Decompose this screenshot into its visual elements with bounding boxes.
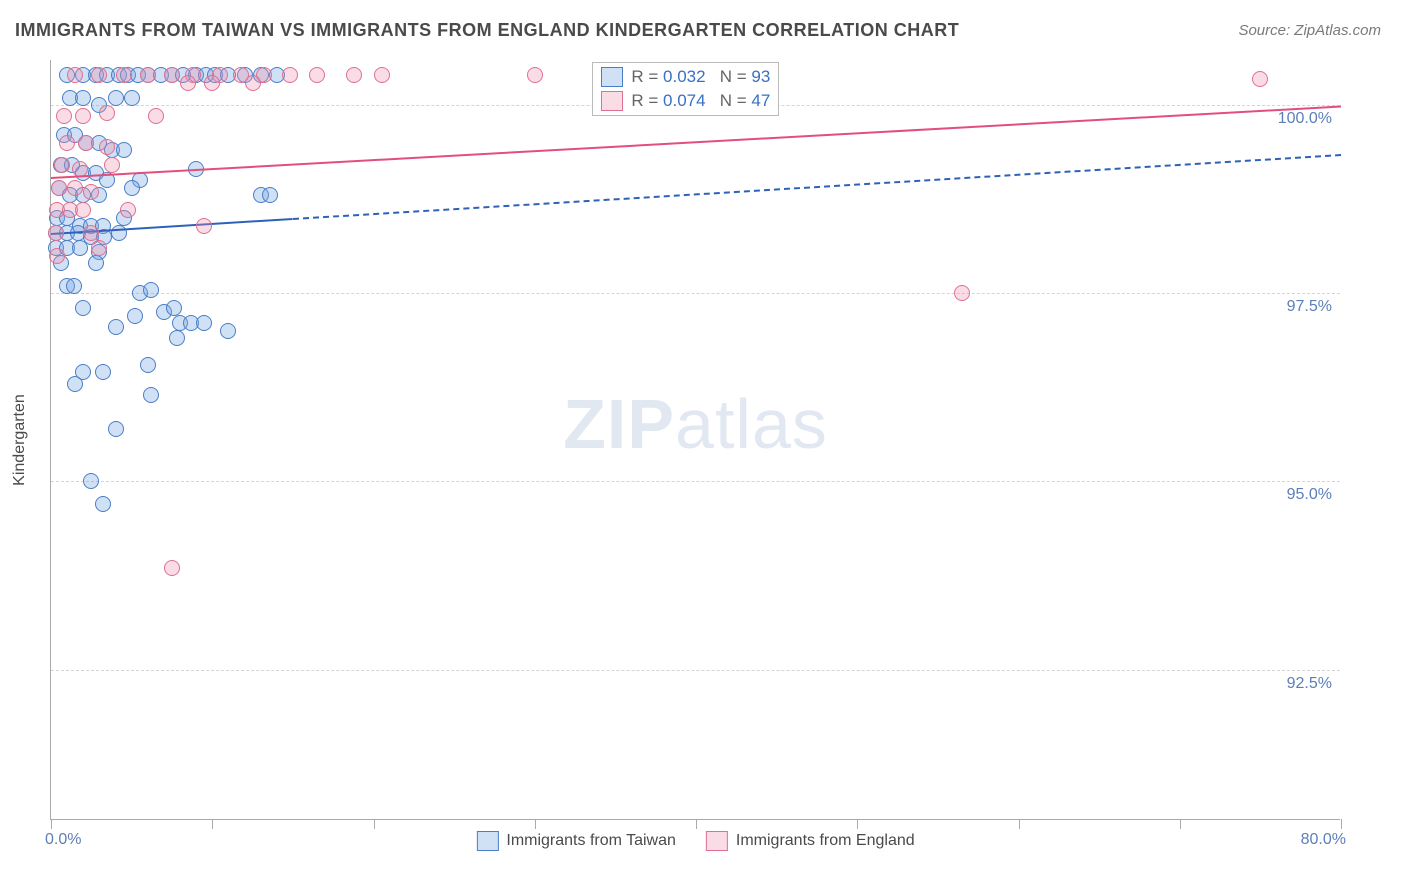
plot-inner: ZIPatlas 100.0%97.5%95.0%92.5%0.0%80.0%R… [50, 60, 1340, 820]
data-point [262, 187, 278, 203]
data-point [72, 240, 88, 256]
data-point [282, 67, 298, 83]
legend-row: R = 0.074 N = 47 [599, 89, 772, 113]
data-point [143, 282, 159, 298]
data-point [75, 108, 91, 124]
data-point [99, 139, 115, 155]
data-point [140, 357, 156, 373]
data-point [51, 180, 67, 196]
x-tick [1180, 819, 1181, 829]
legend-swatch [476, 831, 498, 851]
data-point [108, 421, 124, 437]
data-point [527, 67, 543, 83]
data-point [204, 75, 220, 91]
data-point [49, 248, 65, 264]
x-min-label: 0.0% [45, 831, 81, 849]
data-point [196, 315, 212, 331]
legend-label: Immigrants from England [736, 832, 915, 850]
data-point [346, 67, 362, 83]
legend-item: Immigrants from Taiwan [476, 831, 676, 851]
data-point [83, 473, 99, 489]
data-point [245, 75, 261, 91]
data-point [220, 323, 236, 339]
data-point [164, 67, 180, 83]
data-point [95, 496, 111, 512]
data-point [91, 67, 107, 83]
data-point [374, 67, 390, 83]
data-point [54, 157, 70, 173]
data-point [83, 184, 99, 200]
legend-stats: R = 0.074 N = 47 [631, 91, 770, 111]
chart-title: IMMIGRANTS FROM TAIWAN VS IMMIGRANTS FRO… [15, 20, 959, 41]
data-point [67, 376, 83, 392]
data-point [108, 90, 124, 106]
gridline [51, 293, 1340, 294]
data-point [124, 180, 140, 196]
data-point [108, 319, 124, 335]
x-tick [1019, 819, 1020, 829]
x-tick [51, 819, 52, 829]
data-point [124, 90, 140, 106]
x-tick [374, 819, 375, 829]
series-legend: Immigrants from Taiwan Immigrants from En… [476, 831, 914, 851]
data-point [164, 560, 180, 576]
data-point [75, 202, 91, 218]
data-point [169, 330, 185, 346]
gridline [51, 481, 1340, 482]
data-point [116, 67, 132, 83]
data-point [83, 225, 99, 241]
data-point [1252, 71, 1268, 87]
data-point [116, 142, 132, 158]
legend-label: Immigrants from Taiwan [506, 832, 676, 850]
data-point [143, 387, 159, 403]
legend-stats: R = 0.032 N = 93 [631, 67, 770, 87]
data-point [48, 225, 64, 241]
source-label: Source: ZipAtlas.com [1238, 22, 1381, 39]
data-point [67, 180, 83, 196]
data-point [56, 108, 72, 124]
y-tick-label: 95.0% [1287, 486, 1332, 504]
data-point [59, 135, 75, 151]
y-tick-label: 100.0% [1278, 110, 1332, 128]
watermark: ZIPatlas [563, 384, 828, 464]
x-tick [857, 819, 858, 829]
data-point [196, 218, 212, 234]
data-point [67, 67, 83, 83]
data-point [104, 157, 120, 173]
data-point [166, 300, 182, 316]
x-tick [696, 819, 697, 829]
correlation-legend: R = 0.032 N = 93 R = 0.074 N = 47 [592, 62, 779, 116]
y-tick-label: 92.5% [1287, 675, 1332, 693]
legend-item: Immigrants from England [706, 831, 915, 851]
x-tick [212, 819, 213, 829]
legend-swatch [706, 831, 728, 851]
data-point [120, 202, 136, 218]
data-point [140, 67, 156, 83]
data-point [75, 90, 91, 106]
y-tick-label: 97.5% [1287, 298, 1332, 316]
legend-swatch [601, 91, 623, 111]
data-point [180, 75, 196, 91]
data-point [309, 67, 325, 83]
data-point [127, 308, 143, 324]
data-point [99, 105, 115, 121]
data-point [91, 240, 107, 256]
x-max-label: 80.0% [1301, 831, 1346, 849]
y-axis-label: Kindergarten [11, 394, 29, 486]
data-point [954, 285, 970, 301]
legend-swatch [601, 67, 623, 87]
x-tick [535, 819, 536, 829]
data-point [148, 108, 164, 124]
x-tick [1341, 819, 1342, 829]
data-point [78, 135, 94, 151]
data-point [95, 364, 111, 380]
trend-line [293, 154, 1341, 220]
legend-row: R = 0.032 N = 93 [599, 65, 772, 89]
data-point [66, 278, 82, 294]
gridline [51, 670, 1340, 671]
chart-plot-area: ZIPatlas 100.0%97.5%95.0%92.5%0.0%80.0%R… [50, 60, 1340, 820]
data-point [75, 300, 91, 316]
data-point [88, 255, 104, 271]
